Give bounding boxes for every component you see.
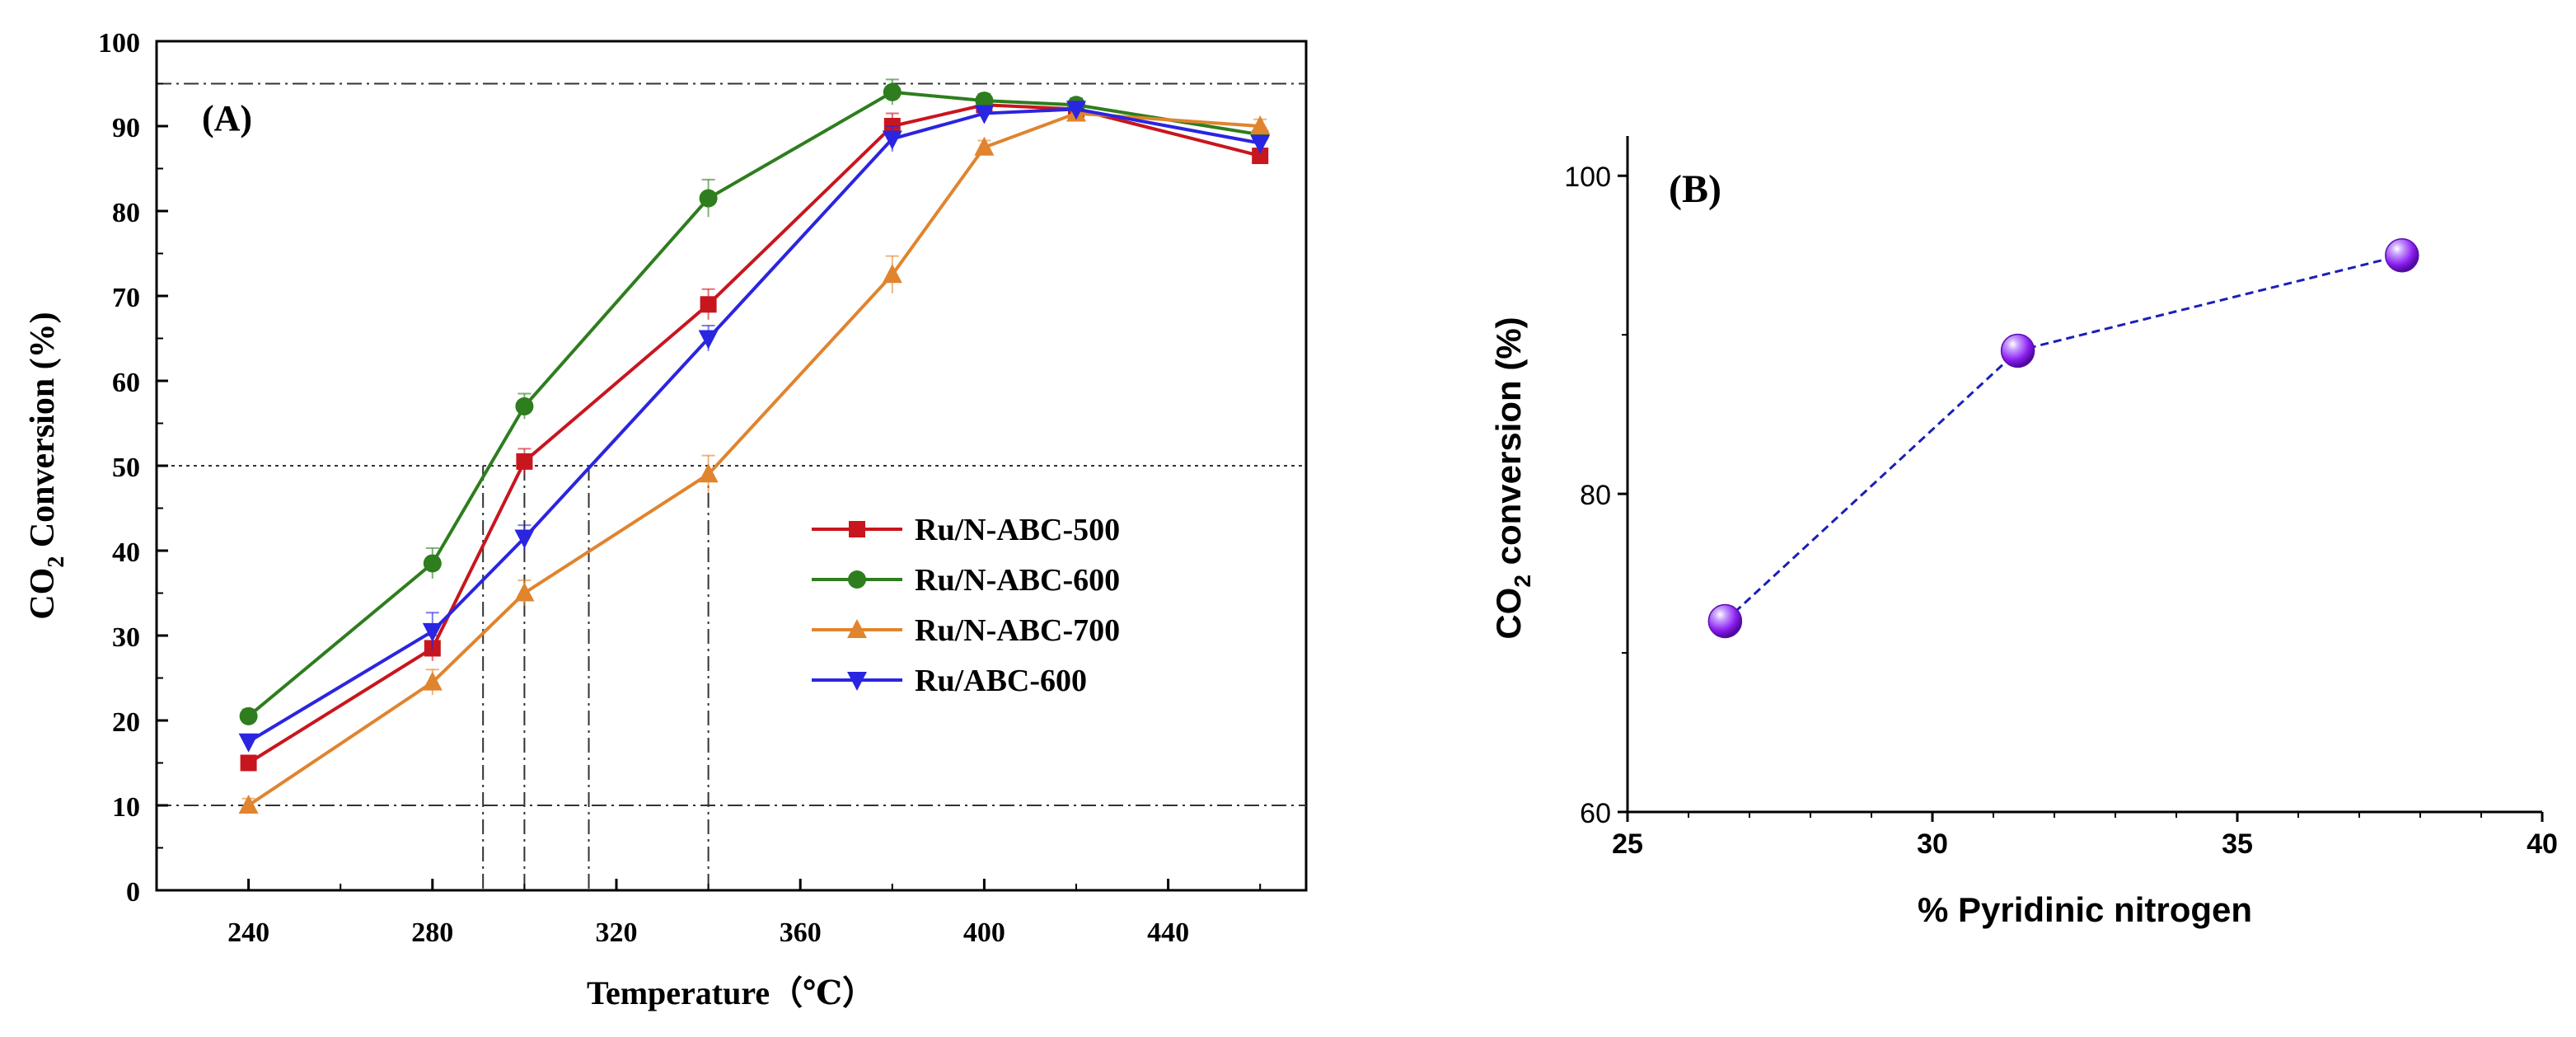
data-point [700, 296, 717, 313]
data-point [883, 82, 902, 101]
chart-a-legend: Ru/N-ABC-500 Ru/N-ABC-600 Ru/N-ABC-700 Ru/A… [812, 513, 1120, 698]
data-point [1066, 101, 1086, 120]
x-tick-label: 25 [1612, 828, 1643, 860]
data-point [422, 671, 443, 691]
data-point [2385, 237, 2419, 273]
chart-a-panel-label: (A) [202, 98, 252, 138]
legend-item: Ru/N-ABC-500 [812, 513, 1120, 547]
x-tick-label: 320 [596, 917, 638, 948]
x-tick-label: 440 [1147, 917, 1189, 948]
legend-item: Ru/N-ABC-600 [812, 563, 1120, 598]
chart-b-yticks: 60 80 100 [1564, 162, 1628, 829]
chart-a-x-axis-title: Temperature（℃） [587, 974, 875, 1011]
data-point [423, 554, 442, 573]
series-0 [240, 96, 1269, 772]
data-point [238, 733, 259, 753]
y-tick-label: 100 [1564, 162, 1611, 193]
y-tick-label: 60 [1580, 798, 1611, 829]
chart-a-yticks: 0 10 20 30 40 50 60 70 80 90 100 [98, 28, 168, 908]
data-point [1250, 115, 1271, 134]
chart-a: 0 10 20 30 40 50 60 70 80 90 100 240 280 320 360 400 44… [24, 28, 1308, 1011]
chart-a-xticks: 240 280 320 360 400 440 [156, 879, 1262, 948]
data-point [239, 706, 258, 725]
legend-marker [847, 672, 867, 691]
data-point [514, 582, 535, 602]
legend-item: Ru/ABC-600 [812, 664, 1087, 698]
data-point [1250, 134, 1271, 154]
data-point [974, 105, 995, 124]
x-tick-label: 280 [411, 917, 453, 948]
chart-b-y-axis-subscript: 2 [1510, 575, 1535, 588]
y-tick-label: 40 [112, 537, 140, 568]
y-tick-label: 70 [112, 283, 140, 313]
legend-label: Ru/N-ABC-600 [915, 563, 1120, 598]
legend-marker [847, 619, 867, 638]
legend-marker [848, 570, 866, 589]
x-tick-label: 360 [780, 917, 822, 948]
data-point [240, 754, 257, 772]
y-tick-label: 80 [1580, 480, 1611, 511]
chart-b-panel-label: (B) [1669, 167, 1721, 211]
y-tick-label: 10 [112, 792, 140, 823]
series-line [247, 107, 1261, 744]
y-tick-label: 100 [98, 28, 140, 59]
x-tick-label: 35 [2222, 828, 2253, 860]
chart-a-reflines [157, 82, 1306, 890]
chart-a-y-axis-title: CO2 Conversion (%) [24, 312, 69, 619]
series-line [247, 111, 1261, 807]
y-tick-label: 60 [112, 368, 140, 398]
chart-a-y-axis-subscript: 2 [44, 556, 69, 568]
data-point [1252, 148, 1269, 165]
data-point [238, 795, 259, 814]
y-tick-label: 80 [112, 198, 140, 228]
y-tick-label: 20 [112, 707, 140, 738]
chart-b-y-axis-title: CO2 conversion (%) [1489, 317, 1535, 639]
chart-b: 60 80 100 25 30 35 40 (B) % Pyridinic nitroge… [1489, 136, 2558, 929]
x-tick-label: 400 [963, 917, 1005, 948]
legend-label: Ru/N-ABC-700 [915, 613, 1120, 648]
x-tick-label: 240 [227, 917, 269, 948]
y-tick-label: 50 [112, 453, 140, 483]
x-tick-label: 40 [2527, 828, 2558, 860]
series-line [1724, 254, 2403, 622]
legend-item: Ru/N-ABC-700 [812, 613, 1120, 648]
data-point [882, 130, 902, 150]
data-point [699, 189, 718, 208]
data-point [974, 136, 995, 156]
chart-a-series [238, 78, 1271, 814]
data-point [515, 396, 534, 415]
data-point [516, 453, 533, 470]
y-tick-label: 30 [112, 622, 140, 653]
chart-b-xticks: 25 30 35 40 [1612, 812, 2558, 860]
series-line [247, 90, 1261, 718]
data-point [698, 330, 719, 350]
series-line [247, 103, 1261, 765]
series-3 [238, 101, 1271, 753]
x-tick-label: 30 [1917, 828, 1948, 860]
data-point [514, 529, 535, 549]
legend-label: Ru/N-ABC-500 [915, 513, 1120, 547]
chart-b-series [1707, 237, 2419, 639]
data-point [882, 264, 902, 284]
legend-marker [849, 521, 865, 537]
data-point [698, 463, 719, 483]
chart-b-x-axis-title: % Pyridinic nitrogen [1918, 890, 2252, 929]
data-point [422, 622, 443, 642]
y-tick-label: 0 [126, 877, 140, 908]
data-point [1707, 603, 1743, 639]
data-point [2000, 333, 2035, 368]
y-tick-label: 90 [112, 113, 140, 143]
legend-label: Ru/ABC-600 [915, 664, 1087, 698]
series-2 [238, 102, 1271, 814]
